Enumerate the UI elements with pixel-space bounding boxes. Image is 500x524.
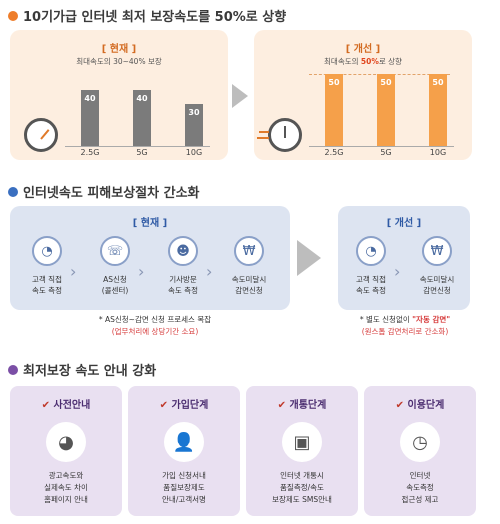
bullet-icon [8,10,18,21]
arrow-right-icon [297,240,321,276]
card-usage: ✔ 이용단계 ◷ 인터넷 속도측정 접근성 제고 [364,386,476,516]
phone-call-icon: ☏ [100,236,130,266]
bullet-icon [8,186,18,197]
card-text: 인터넷 속도측정 접근성 제고 [401,471,439,504]
current-tag: [ 현재 ] [101,44,137,55]
axis-line [65,146,210,147]
current-note: * AS신청~감면 신청 프로세스 복잡 [98,315,212,324]
speed-gauge-icon: ◔ [32,236,62,266]
improved-tag: [ 개선 ] [345,44,381,55]
technician-icon: ☻ [168,236,198,266]
card-text: 가입 신청서내 품질보장제도 안내/고객서명 [162,471,206,504]
bar-25g: 50 [325,74,343,146]
current-speed-panel: [ 현재 ] 최대속도의 30~40% 보장 40 40 30 2.5G 5G … [10,30,228,160]
speed-check-icon: ◷ [400,422,440,462]
card-title: ✔ 사전안내 [41,400,91,411]
won-refund-icon: ₩ [234,236,264,266]
card-text: 인터넷 개통시 품질측정/속도 보장제도 SMS안내 [272,471,332,504]
card-subscription: ✔ 가입단계 👤 가입 신청서내 품질보장제도 안내/고객서명 [128,386,240,516]
axis-line [309,146,454,147]
cat-label: 2.5G [324,148,344,157]
current-chart: 40 40 30 [65,74,218,146]
step-label: AS신청 (콜센터) [101,275,129,295]
improved-note: * 별도 신청없이 "자동 감면" [359,315,451,324]
bar-10g: 50 [429,74,447,146]
chevron-right-icon: › [206,262,213,281]
stopwatch-icon [257,118,302,152]
current-note-sub: (업무처리에 상당기간 소요) [111,327,199,336]
bullet-icon [8,364,18,375]
section2-title: 인터넷속도 피해보상절차 간소화 [8,182,200,201]
improved-tag: [ 개선 ] [386,218,422,229]
chevron-right-icon: › [138,262,145,281]
step-label: 기사방문 속도 측정 [168,275,198,295]
step-label: 속도미달시 감면신청 [419,275,455,295]
improved-sub: 최대속도의 50%로 상향 [324,57,402,66]
cat-label: 5G [380,148,392,157]
improved-chart: 50 50 50 [309,74,462,146]
card-title: ✔ 개통단계 [277,400,327,411]
cat-label: 10G [185,148,203,157]
id-card-icon: ▣ [282,422,322,462]
gauge-chart-icon: ◕ [46,422,86,462]
current-sub: 최대속도의 30~40% 보장 [76,57,162,66]
bar-25g: 40 [81,90,99,146]
improved-speed-panel: [ 개선 ] 최대속도의 50%로 상향 50 50 50 2.5G 5G 10… [254,30,472,160]
improved-process-panel: [ 개선 ] ◔ 고객 직접 속도 측정 › ₩ 속도미달시 감면신청 [338,206,470,310]
arrow-right-icon [232,84,248,108]
cat-label: 2.5G [80,148,100,157]
won-refund-icon: ₩ [422,236,452,266]
card-text: 광고속도와 실제속도 차이 홈페이지 안내 [44,471,88,504]
step-label: 고객 직접 속도 측정 [32,275,62,295]
bar-5g: 40 [133,90,151,146]
chevron-right-icon: › [70,262,77,281]
bar-10g: 30 [185,104,203,146]
card-title: ✔ 가입단계 [159,400,209,411]
card-activation: ✔ 개통단계 ▣ 인터넷 개통시 품질측정/속도 보장제도 SMS안내 [246,386,358,516]
section3-title: 최저보장 속도 안내 강화 [8,360,156,379]
step-label: 고객 직접 속도 측정 [356,275,386,295]
current-tag: [ 현재 ] [132,218,168,229]
section1-title: 10기가급 인터넷 최저 보장속도를 50%로 상향 [8,6,286,25]
cat-label: 10G [429,148,447,157]
cat-label: 5G [136,148,148,157]
current-process-panel: [ 현재 ] ◔ 고객 직접 속도 측정 › ☏ AS신청 (콜센터) › ☻ 기사… [10,206,290,310]
card-title: ✔ 이용단계 [395,400,445,411]
speed-gauge-icon: ◔ [356,236,386,266]
chevron-right-icon: › [394,262,401,281]
step-label: 속도미달시 감면신청 [231,275,267,295]
card-pre-notice: ✔ 사전안내 ◕ 광고속도와 실제속도 차이 홈페이지 안내 [10,386,122,516]
improved-note-sub: (원스톱 감면처리로 간소화) [361,327,449,336]
speedometer-icon [24,118,58,152]
bar-5g: 50 [377,74,395,146]
user-clock-icon: 👤 [164,422,204,462]
